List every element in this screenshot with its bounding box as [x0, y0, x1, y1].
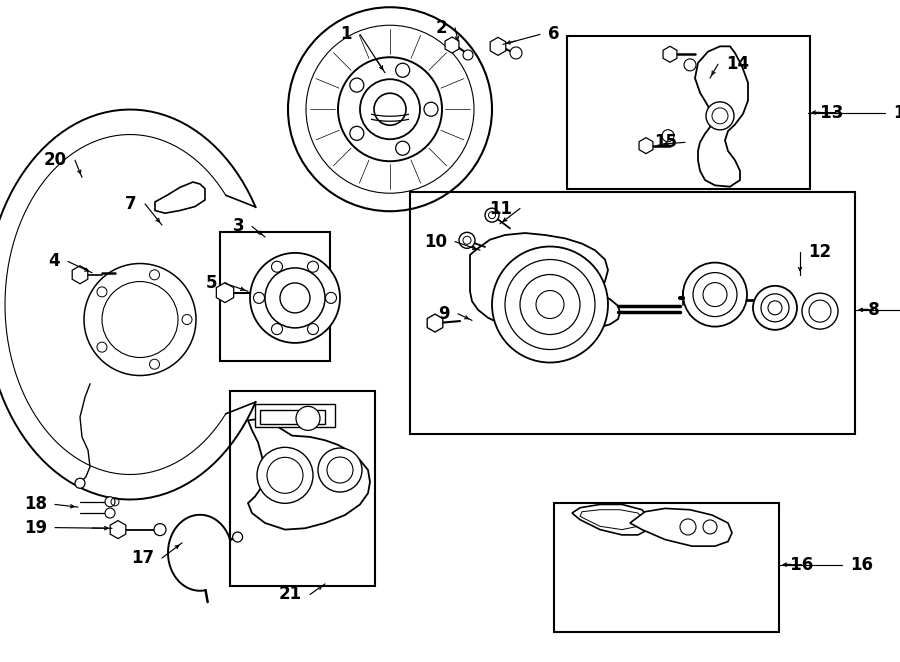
Text: 5: 5 — [205, 274, 217, 293]
Text: 16: 16 — [850, 555, 873, 574]
Text: 17: 17 — [130, 549, 154, 567]
Text: 3: 3 — [232, 217, 244, 236]
Text: 9: 9 — [438, 305, 450, 323]
Polygon shape — [72, 265, 88, 284]
Bar — [230, 391, 375, 586]
Circle shape — [662, 130, 674, 142]
Text: 2: 2 — [436, 19, 447, 37]
Circle shape — [250, 253, 340, 343]
Circle shape — [257, 448, 313, 503]
Circle shape — [680, 519, 696, 535]
Bar — [260, 410, 325, 424]
Text: 13: 13 — [893, 103, 900, 122]
Text: 10: 10 — [424, 232, 447, 251]
Circle shape — [492, 246, 608, 363]
Polygon shape — [248, 418, 370, 530]
Circle shape — [485, 208, 499, 222]
Text: 12: 12 — [808, 242, 831, 261]
Circle shape — [296, 406, 320, 430]
Circle shape — [272, 261, 283, 272]
Circle shape — [802, 293, 838, 329]
Polygon shape — [639, 138, 652, 154]
Text: 4: 4 — [49, 252, 60, 271]
Polygon shape — [695, 46, 748, 187]
Text: 1: 1 — [340, 25, 352, 44]
Text: 6: 6 — [548, 25, 560, 44]
Text: 11: 11 — [489, 199, 512, 218]
Circle shape — [105, 508, 115, 518]
Circle shape — [459, 232, 475, 248]
Text: –13: –13 — [812, 103, 843, 122]
Circle shape — [510, 47, 522, 59]
Circle shape — [753, 286, 797, 330]
Polygon shape — [216, 283, 234, 303]
Circle shape — [105, 496, 115, 507]
Polygon shape — [428, 314, 443, 332]
Circle shape — [706, 102, 734, 130]
Circle shape — [254, 293, 265, 303]
Bar — [567, 36, 810, 189]
Circle shape — [684, 59, 696, 71]
Polygon shape — [491, 37, 506, 56]
Circle shape — [683, 263, 747, 326]
Polygon shape — [446, 37, 459, 53]
Polygon shape — [470, 233, 620, 333]
Text: 19: 19 — [24, 518, 47, 537]
Circle shape — [308, 261, 319, 272]
Circle shape — [232, 532, 243, 542]
Bar — [554, 503, 779, 632]
Text: 20: 20 — [44, 151, 67, 169]
Circle shape — [272, 324, 283, 334]
Text: 15: 15 — [654, 133, 677, 152]
Bar — [410, 192, 855, 434]
Polygon shape — [663, 46, 677, 62]
Circle shape — [463, 50, 473, 60]
Polygon shape — [572, 504, 650, 535]
Text: 21: 21 — [279, 585, 302, 604]
Bar — [220, 232, 330, 361]
Text: 18: 18 — [24, 495, 47, 514]
Text: –8: –8 — [860, 301, 880, 319]
Circle shape — [703, 520, 717, 534]
Bar — [255, 404, 335, 427]
Circle shape — [308, 324, 319, 334]
Text: –16: –16 — [782, 555, 814, 574]
Polygon shape — [110, 520, 126, 539]
Circle shape — [326, 293, 337, 303]
Circle shape — [154, 524, 166, 536]
Polygon shape — [155, 182, 205, 213]
Circle shape — [75, 478, 85, 489]
Polygon shape — [630, 508, 732, 546]
Text: 7: 7 — [125, 195, 137, 213]
Text: 14: 14 — [726, 55, 749, 73]
Circle shape — [318, 448, 362, 492]
